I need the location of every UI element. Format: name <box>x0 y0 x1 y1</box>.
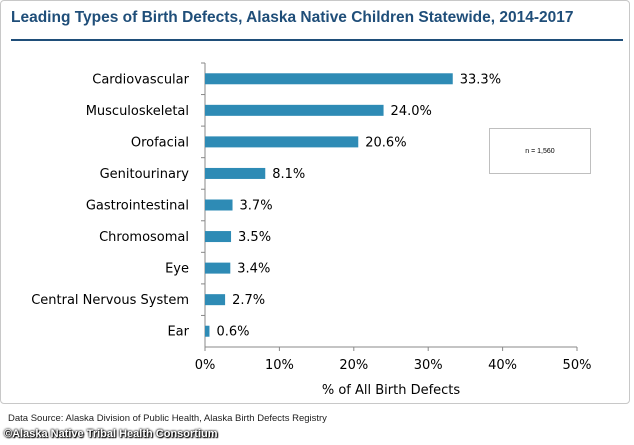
x-tick-label: 50% <box>563 358 592 373</box>
x-tick-label: 30% <box>414 358 443 373</box>
x-tick-label: 40% <box>488 358 517 373</box>
x-tick-label: 0% <box>195 358 216 373</box>
bar <box>205 73 453 85</box>
category-label: Orofacial <box>131 135 189 150</box>
bar <box>205 294 226 306</box>
bar <box>205 167 266 179</box>
value-label: 3.4% <box>237 262 270 277</box>
category-label: Gastrointestinal <box>86 199 189 214</box>
category-label: Genitourinary <box>100 167 190 182</box>
bar <box>205 104 384 116</box>
value-label: 8.1% <box>272 167 305 182</box>
value-label: 0.6% <box>216 325 249 340</box>
value-label: 20.6% <box>365 135 406 150</box>
value-label: 33.3% <box>460 72 501 87</box>
sample-size-box: n = 1,560 <box>489 128 591 174</box>
category-label: Eye <box>165 262 189 277</box>
sample-size-label: n = 1,560 <box>525 147 555 155</box>
category-label: Ear <box>167 325 189 340</box>
x-axis-title: % of All Birth Defects <box>322 383 461 398</box>
value-label: 24.0% <box>391 104 432 119</box>
copyright-credit: ©Alaska Native Tribal Health Consortium <box>4 428 218 440</box>
category-label: Cardiovascular <box>92 72 189 87</box>
bar <box>205 199 233 211</box>
bar <box>205 136 359 148</box>
category-label: Central Nervous System <box>31 293 189 308</box>
value-label: 3.7% <box>240 199 273 214</box>
bar <box>205 262 231 274</box>
bar <box>205 325 210 337</box>
title-underline <box>11 39 623 41</box>
data-source-note: Data Source: Alaska Division of Public H… <box>8 413 327 424</box>
x-tick-label: 10% <box>265 358 294 373</box>
category-label: Chromosomal <box>99 230 189 245</box>
chart-title: Leading Types of Birth Defects, Alaska N… <box>11 9 574 26</box>
value-label: 3.5% <box>238 230 271 245</box>
x-tick-label: 20% <box>339 358 368 373</box>
category-label: Musculoskeletal <box>86 104 189 119</box>
bar <box>205 231 232 243</box>
chart-frame: Leading Types of Birth Defects, Alaska N… <box>0 0 630 404</box>
value-label: 2.7% <box>232 293 265 308</box>
bar-chart: Cardiovascular 33.3% Musculoskeletal 24.0% O… <box>31 62 592 398</box>
